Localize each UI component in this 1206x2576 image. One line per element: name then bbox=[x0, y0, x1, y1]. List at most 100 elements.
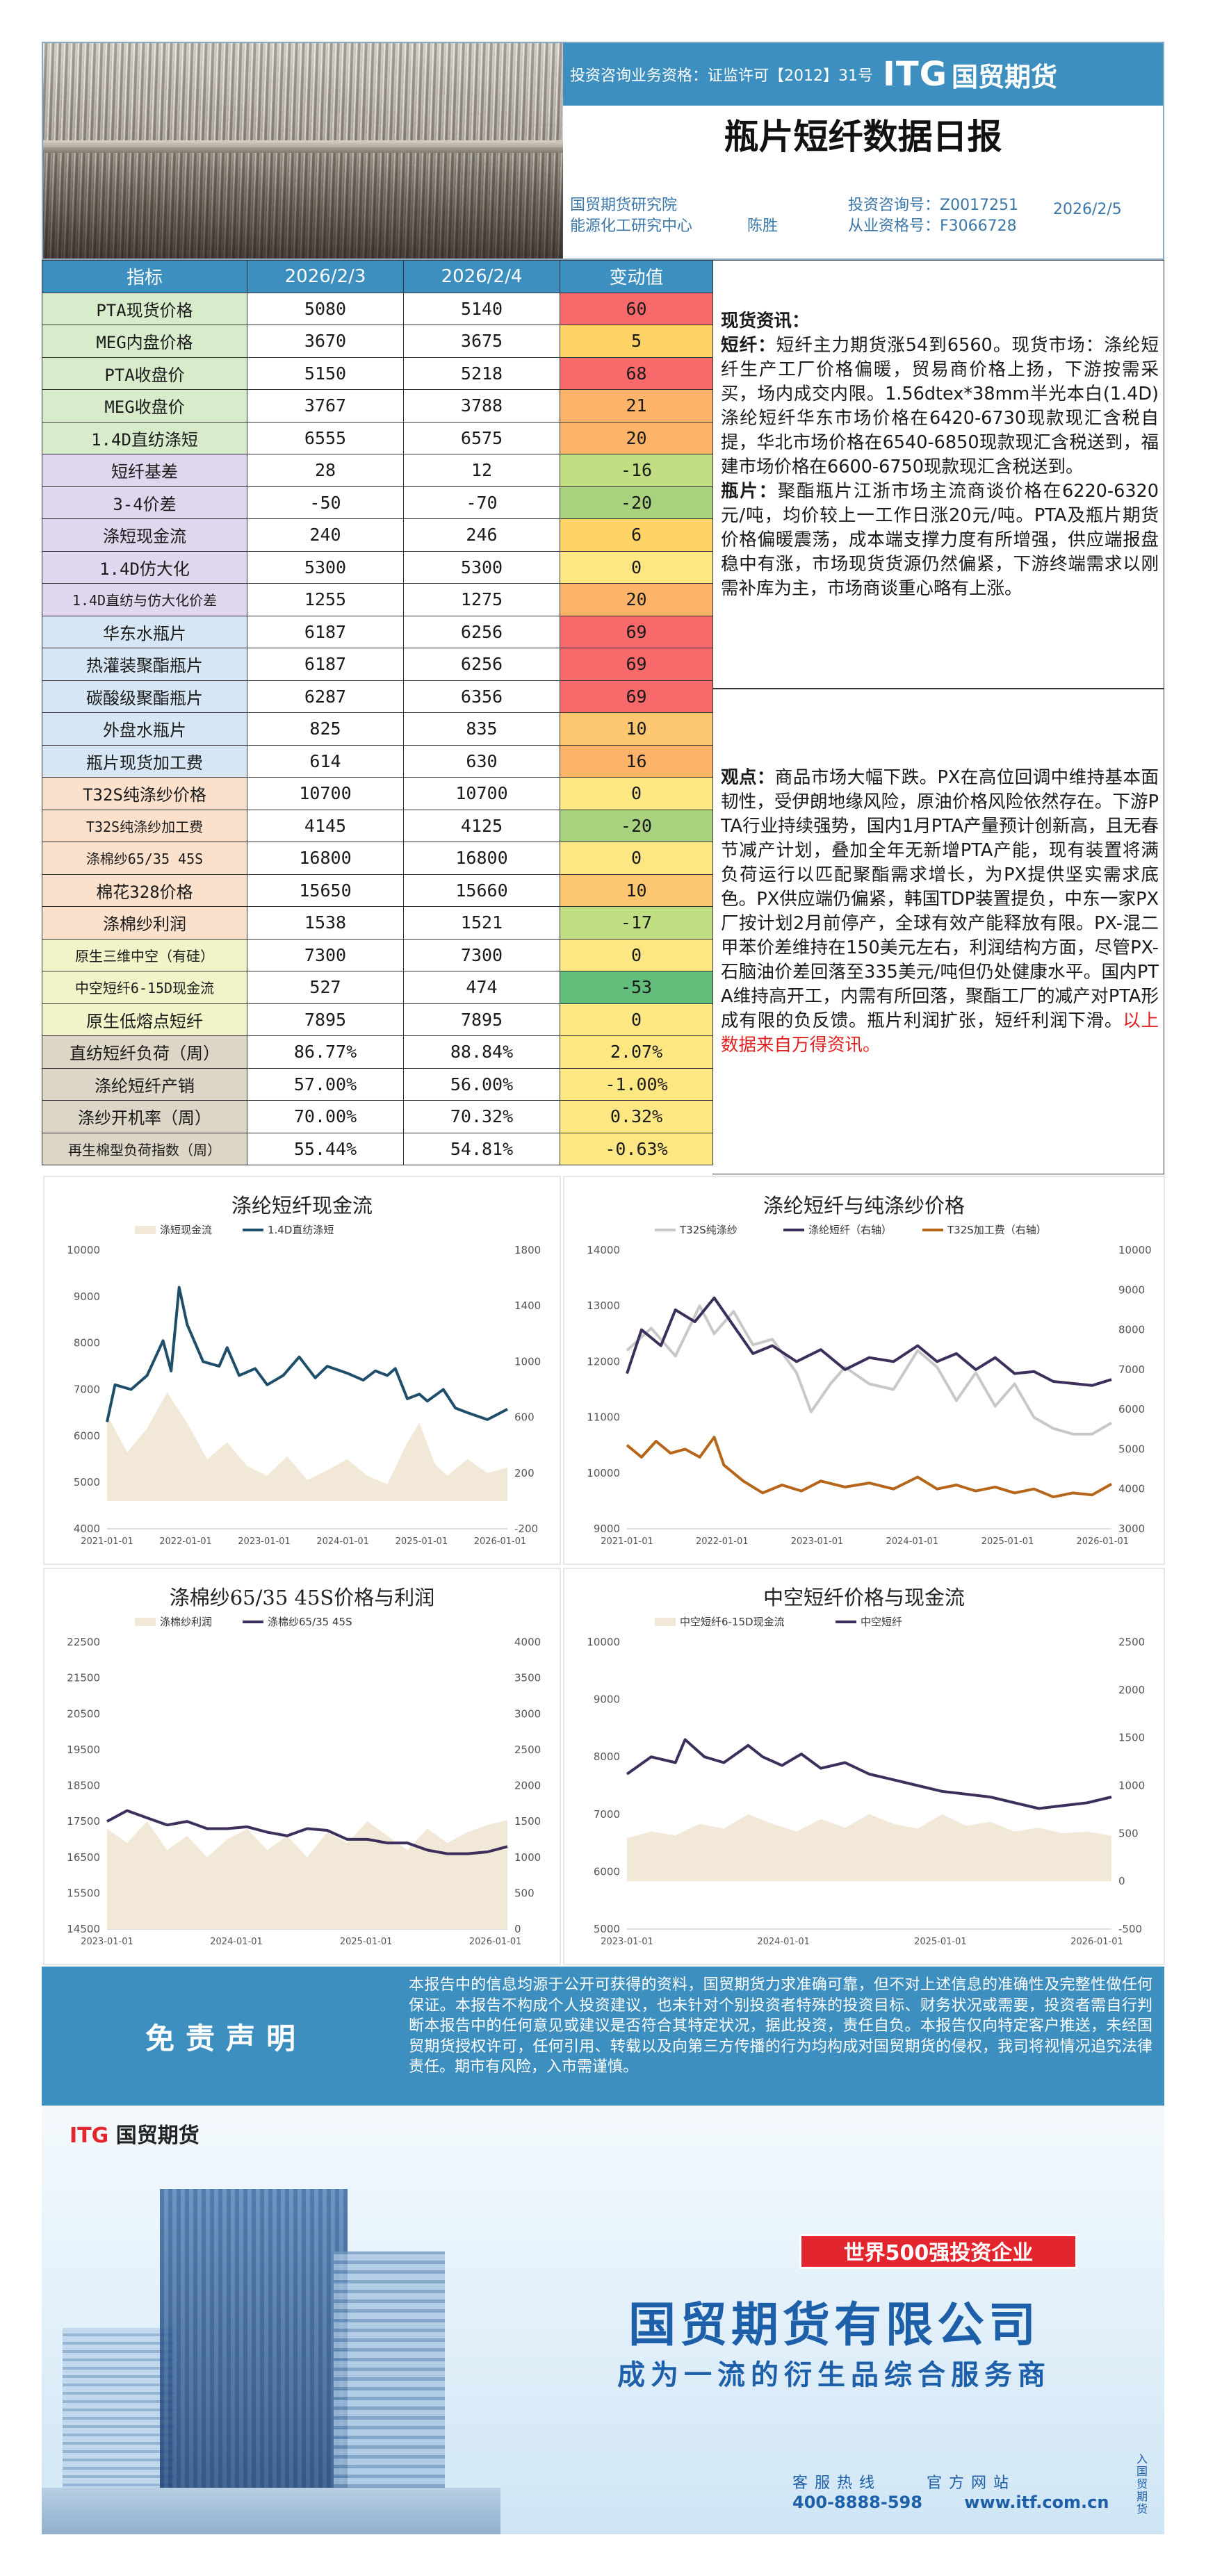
indicator-name: 涤纱开机率（周） bbox=[42, 1100, 247, 1133]
series-line bbox=[626, 1436, 1112, 1499]
indicator-name: T32S纯涤纱加工费 bbox=[42, 809, 247, 842]
series-area bbox=[627, 1814, 1111, 1882]
website-url[interactable]: www.itf.com.cn bbox=[964, 2493, 1109, 2512]
contact-labels: 客服热线 官方网站 bbox=[792, 2470, 1049, 2493]
value-date1: 3767 bbox=[247, 389, 404, 423]
x-tick-label: 2025-01-01 bbox=[981, 1536, 1034, 1547]
table-row: T32S纯涤纱加工费 4145 4125 -20 bbox=[42, 809, 713, 842]
indicator-name: 1.4D仿大化 bbox=[42, 550, 247, 584]
change-value: 69 bbox=[560, 680, 713, 713]
analyst-name: 陈胜 bbox=[747, 218, 779, 235]
legend-label: 涤纶短纤（右轴） bbox=[808, 1224, 892, 1236]
table-row: 涤纶短纤产销 57.00% 56.00% -1.00% bbox=[42, 1067, 713, 1101]
x-tick-label: 2024-01-01 bbox=[316, 1536, 369, 1547]
y-left-tick-label: 5000 bbox=[74, 1476, 100, 1488]
x-tick-label: 2023-01-01 bbox=[601, 1937, 653, 1947]
staple-paragraph: 短纤：短纤主力期货涨54到6560。现货市场：涤纶短纤生产工厂价格偏暖，贸易商价… bbox=[721, 334, 1159, 479]
value-date2: 3788 bbox=[403, 389, 560, 423]
series-line bbox=[626, 1738, 1112, 1810]
indicator-name: 华东水瓶片 bbox=[42, 615, 247, 648]
change-value: 69 bbox=[560, 648, 713, 681]
value-date2: 54.81% bbox=[403, 1132, 560, 1165]
legend-label: 涤短现金流 bbox=[160, 1224, 212, 1236]
table-row: PTA现货价格 5080 5140 60 bbox=[42, 292, 713, 325]
y-right-tick-label: 3000 bbox=[1118, 1523, 1145, 1535]
value-date1: 5300 bbox=[247, 550, 404, 584]
indicator-name: 热灌装聚酯瓶片 bbox=[42, 648, 247, 681]
x-tick-label: 2023-01-01 bbox=[791, 1536, 844, 1547]
center-name: 能源化工研究中心 bbox=[570, 218, 693, 235]
value-date2: 7895 bbox=[403, 1003, 560, 1036]
building-annex bbox=[334, 2251, 445, 2534]
value-date2: 5140 bbox=[403, 292, 560, 325]
table-row: 1.4D直纺涤短 6555 6575 20 bbox=[42, 421, 713, 454]
banner-slogan: 成为一流的衍生品综合服务商 bbox=[617, 2359, 1051, 2391]
y-right-tick-label: 0 bbox=[514, 1923, 521, 1935]
viewpoint-text: 商品市场大幅下跌。PX在高位回调中维持基本面韧性，受伊朗地缘风险，原油价格风险依… bbox=[721, 767, 1159, 1031]
y-right-tick-label: 5000 bbox=[1118, 1443, 1145, 1455]
indicator-name: PTA现货价格 bbox=[42, 292, 247, 325]
commentary-panel: 现货资讯： 短纤：短纤主力期货涨54到6560。现货市场：涤纶短纤生产工厂价格偏… bbox=[712, 260, 1164, 1174]
indicator-name: 3-4价差 bbox=[42, 486, 247, 519]
staple-text: 短纤主力期货涨54到6560。现货市场：涤纶短纤生产工厂价格偏暖，贸易商价格上扬… bbox=[721, 335, 1159, 477]
series-line bbox=[626, 1296, 1112, 1387]
change-value: -20 bbox=[560, 486, 713, 519]
indicator-name: 短纤基差 bbox=[42, 454, 247, 487]
chart-svg: 5000 6000 7000 8000 9000 10000 -500 0 500 1000 150… bbox=[587, 1616, 1145, 1947]
x-tick-label: 2023-01-01 bbox=[238, 1536, 291, 1547]
x-tick-label: 2022-01-01 bbox=[696, 1536, 749, 1547]
y-right-tick-label: 2500 bbox=[1118, 1636, 1145, 1648]
y-right-tick-label: 6000 bbox=[1118, 1403, 1145, 1416]
table-row: 涤棉纱利润 1538 1521 -17 bbox=[42, 906, 713, 940]
x-tick-label: 2026-01-01 bbox=[1076, 1536, 1129, 1547]
change-value: -20 bbox=[560, 809, 713, 842]
y-left-tick-label: 11000 bbox=[587, 1411, 620, 1424]
value-date2: 246 bbox=[403, 518, 560, 552]
value-date1: 825 bbox=[247, 712, 404, 746]
change-value: 5 bbox=[560, 325, 713, 358]
x-tick-label: 2021-01-01 bbox=[81, 1536, 133, 1547]
x-tick-label: 2021-01-01 bbox=[601, 1536, 653, 1547]
table-row: MEG内盘价格 3670 3675 5 bbox=[42, 325, 713, 358]
table-row: 涤棉纱65/35 45S 16800 16800 0 bbox=[42, 842, 713, 875]
value-date2: 3675 bbox=[403, 325, 560, 358]
value-date2: 10700 bbox=[403, 777, 560, 810]
value-date2: 5300 bbox=[403, 550, 560, 584]
y-right-tick-label: 500 bbox=[1118, 1827, 1139, 1839]
indicator-name: 瓶片现货加工费 bbox=[42, 744, 247, 778]
qr-caption: 入国贸期货 bbox=[1136, 2452, 1148, 2516]
col-header-date1: 2026/2/3 bbox=[247, 260, 404, 293]
table-row: 中空短纤6-15D现金流 527 474 -53 bbox=[42, 971, 713, 1004]
value-date1: 527 bbox=[247, 971, 404, 1004]
y-left-tick-label: 8000 bbox=[594, 1750, 620, 1763]
value-date1: 55.44% bbox=[247, 1132, 404, 1165]
y-right-tick-label: 200 bbox=[514, 1467, 535, 1479]
change-value: -17 bbox=[560, 906, 713, 940]
y-right-tick-label: 8000 bbox=[1118, 1324, 1145, 1336]
y-left-tick-label: 7000 bbox=[594, 1808, 620, 1821]
table-header-row: 指标 2026/2/3 2026/2/4 变动值 bbox=[42, 260, 713, 293]
indicator-name: 涤棉纱65/35 45S bbox=[42, 842, 247, 875]
y-left-tick-label: 4000 bbox=[74, 1523, 100, 1535]
value-date2: 70.32% bbox=[403, 1100, 560, 1133]
banner-logo-name: 国贸期货 bbox=[115, 2124, 199, 2148]
y-left-tick-label: 21500 bbox=[67, 1672, 100, 1684]
website-label: 官方网站 bbox=[927, 2475, 1016, 2492]
indicator-name: MEG收盘价 bbox=[42, 389, 247, 423]
value-date1: 5150 bbox=[247, 356, 404, 390]
company-logo-name: 国贸期货 bbox=[951, 61, 1057, 92]
chart-title: 涤棉纱65/35 45S价格与利润 bbox=[169, 1586, 435, 1609]
change-value: 0 bbox=[560, 550, 713, 584]
x-tick-label: 2025-01-01 bbox=[396, 1536, 448, 1547]
y-right-tick-label: 10000 bbox=[1118, 1244, 1152, 1256]
x-tick-label: 2025-01-01 bbox=[914, 1937, 967, 1947]
table-row: 3-4价差 -50 -70 -20 bbox=[42, 486, 713, 519]
legend-label: 涤棉纱65/35 45S bbox=[268, 1616, 352, 1628]
value-date1: 6187 bbox=[247, 648, 404, 681]
disclaimer-text: 本报告中的信息均源于公开可获得的资料，国贸期货力求准确可靠，但不对上述信息的准确… bbox=[409, 1976, 1152, 2076]
value-date1: 10700 bbox=[247, 777, 404, 810]
y-left-tick-label: 10000 bbox=[587, 1467, 620, 1479]
disclaimer-section: 免责声明 本报告中的信息均源于公开可获得的资料，国贸期货力求准确可靠，但不对上述… bbox=[42, 1967, 1164, 2106]
col-header-date2: 2026/2/4 bbox=[403, 260, 560, 293]
staple-label: 短纤： bbox=[721, 335, 776, 356]
